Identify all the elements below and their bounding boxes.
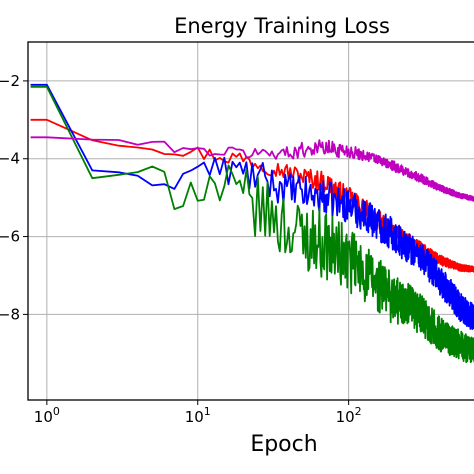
chart-title: Energy Training Loss <box>174 14 390 38</box>
y-tick-label: −8 <box>0 305 20 323</box>
ticks: 100 101 102 −2 −4 −6 −8 <box>0 72 362 426</box>
series-line <box>30 85 474 365</box>
grid <box>28 42 474 400</box>
plot-frame <box>27 41 474 401</box>
x-tick-label: 100 <box>34 405 60 426</box>
y-tick-label: −4 <box>0 150 20 168</box>
x-axis-label: Epoch <box>250 432 317 457</box>
series-line <box>30 83 474 330</box>
y-tick-label: −6 <box>0 228 20 246</box>
x-tick-label: 101 <box>185 405 211 426</box>
y-tick-label: −2 <box>0 72 20 90</box>
series-group <box>30 83 474 365</box>
series-line <box>30 136 474 202</box>
x-tick-label: 102 <box>336 405 362 426</box>
